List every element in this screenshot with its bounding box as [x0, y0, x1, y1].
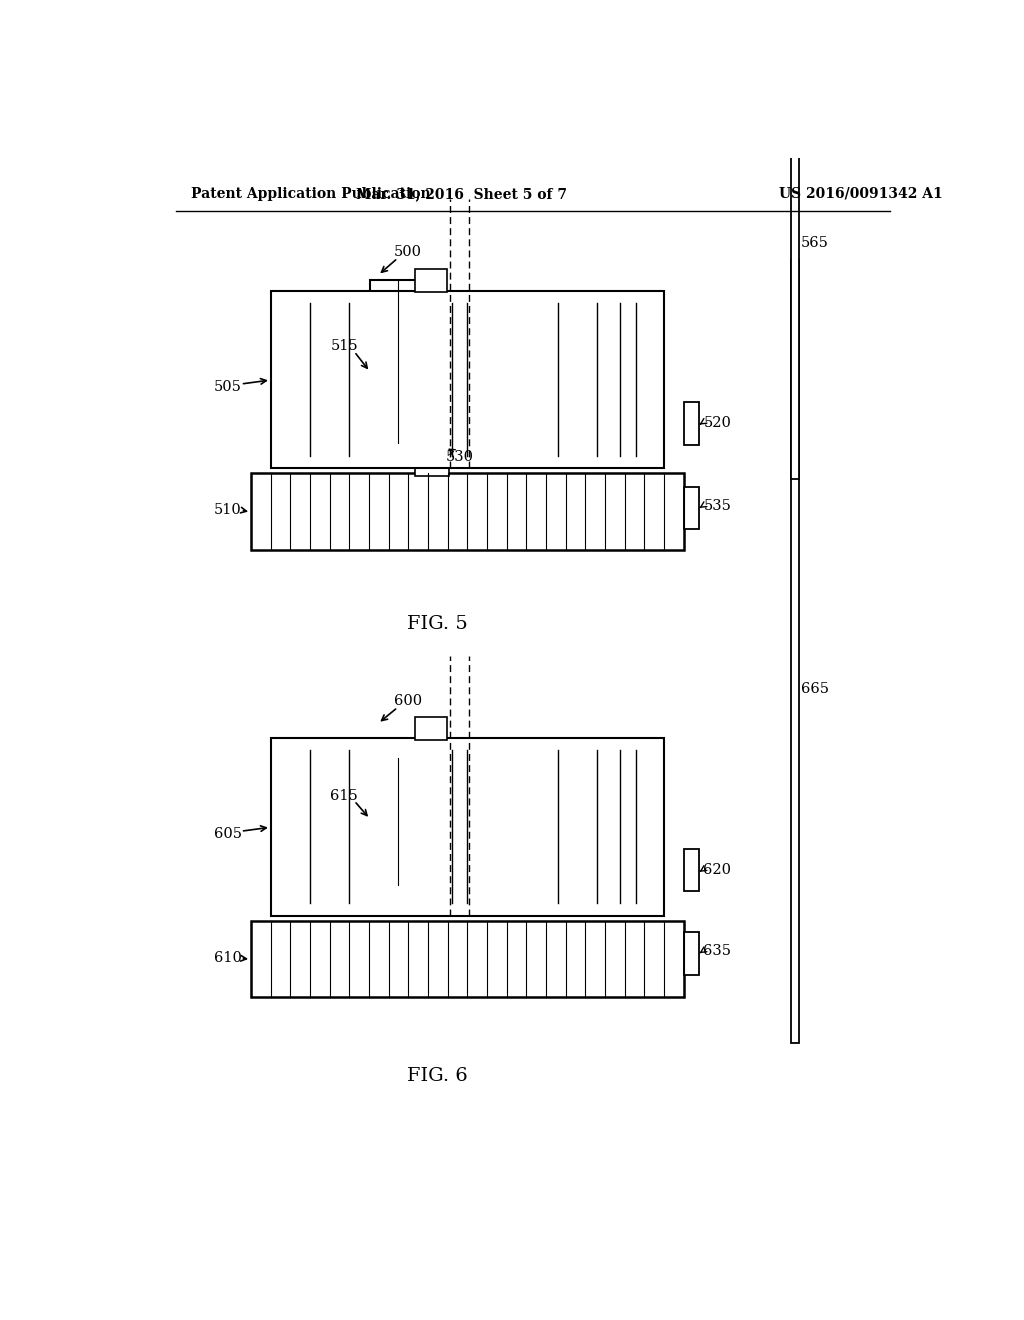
- Bar: [791, 153, 799, 479]
- Bar: [684, 849, 699, 891]
- Text: 615: 615: [331, 788, 358, 803]
- Text: 510: 510: [214, 503, 242, 517]
- Text: 530: 530: [445, 450, 473, 465]
- Bar: [416, 718, 447, 739]
- Bar: [791, 260, 799, 1043]
- Bar: [270, 290, 664, 469]
- Text: 610: 610: [214, 952, 242, 965]
- Bar: [684, 932, 699, 974]
- Text: US 2016/0091342 A1: US 2016/0091342 A1: [778, 187, 942, 201]
- Bar: [370, 280, 426, 444]
- Text: 665: 665: [801, 682, 829, 696]
- Bar: [416, 269, 447, 292]
- Bar: [251, 921, 684, 997]
- Bar: [270, 738, 664, 916]
- Bar: [684, 487, 699, 529]
- Text: FIG. 6: FIG. 6: [408, 1067, 468, 1085]
- Text: 600: 600: [394, 694, 422, 708]
- Text: 515: 515: [331, 339, 358, 354]
- Text: 620: 620: [703, 863, 731, 876]
- Bar: [370, 758, 426, 886]
- Text: FIG. 5: FIG. 5: [408, 615, 468, 632]
- Text: 500: 500: [394, 246, 422, 259]
- Text: 505: 505: [214, 380, 242, 395]
- Text: 605: 605: [214, 828, 242, 841]
- Text: 565: 565: [801, 236, 828, 249]
- Text: Mar. 31, 2016  Sheet 5 of 7: Mar. 31, 2016 Sheet 5 of 7: [355, 187, 567, 201]
- Text: 635: 635: [703, 944, 731, 958]
- Bar: [251, 474, 684, 549]
- Bar: [684, 403, 699, 445]
- Text: 535: 535: [703, 499, 731, 513]
- Bar: [416, 447, 449, 475]
- Text: Patent Application Publication: Patent Application Publication: [191, 187, 431, 201]
- Text: 520: 520: [703, 416, 731, 430]
